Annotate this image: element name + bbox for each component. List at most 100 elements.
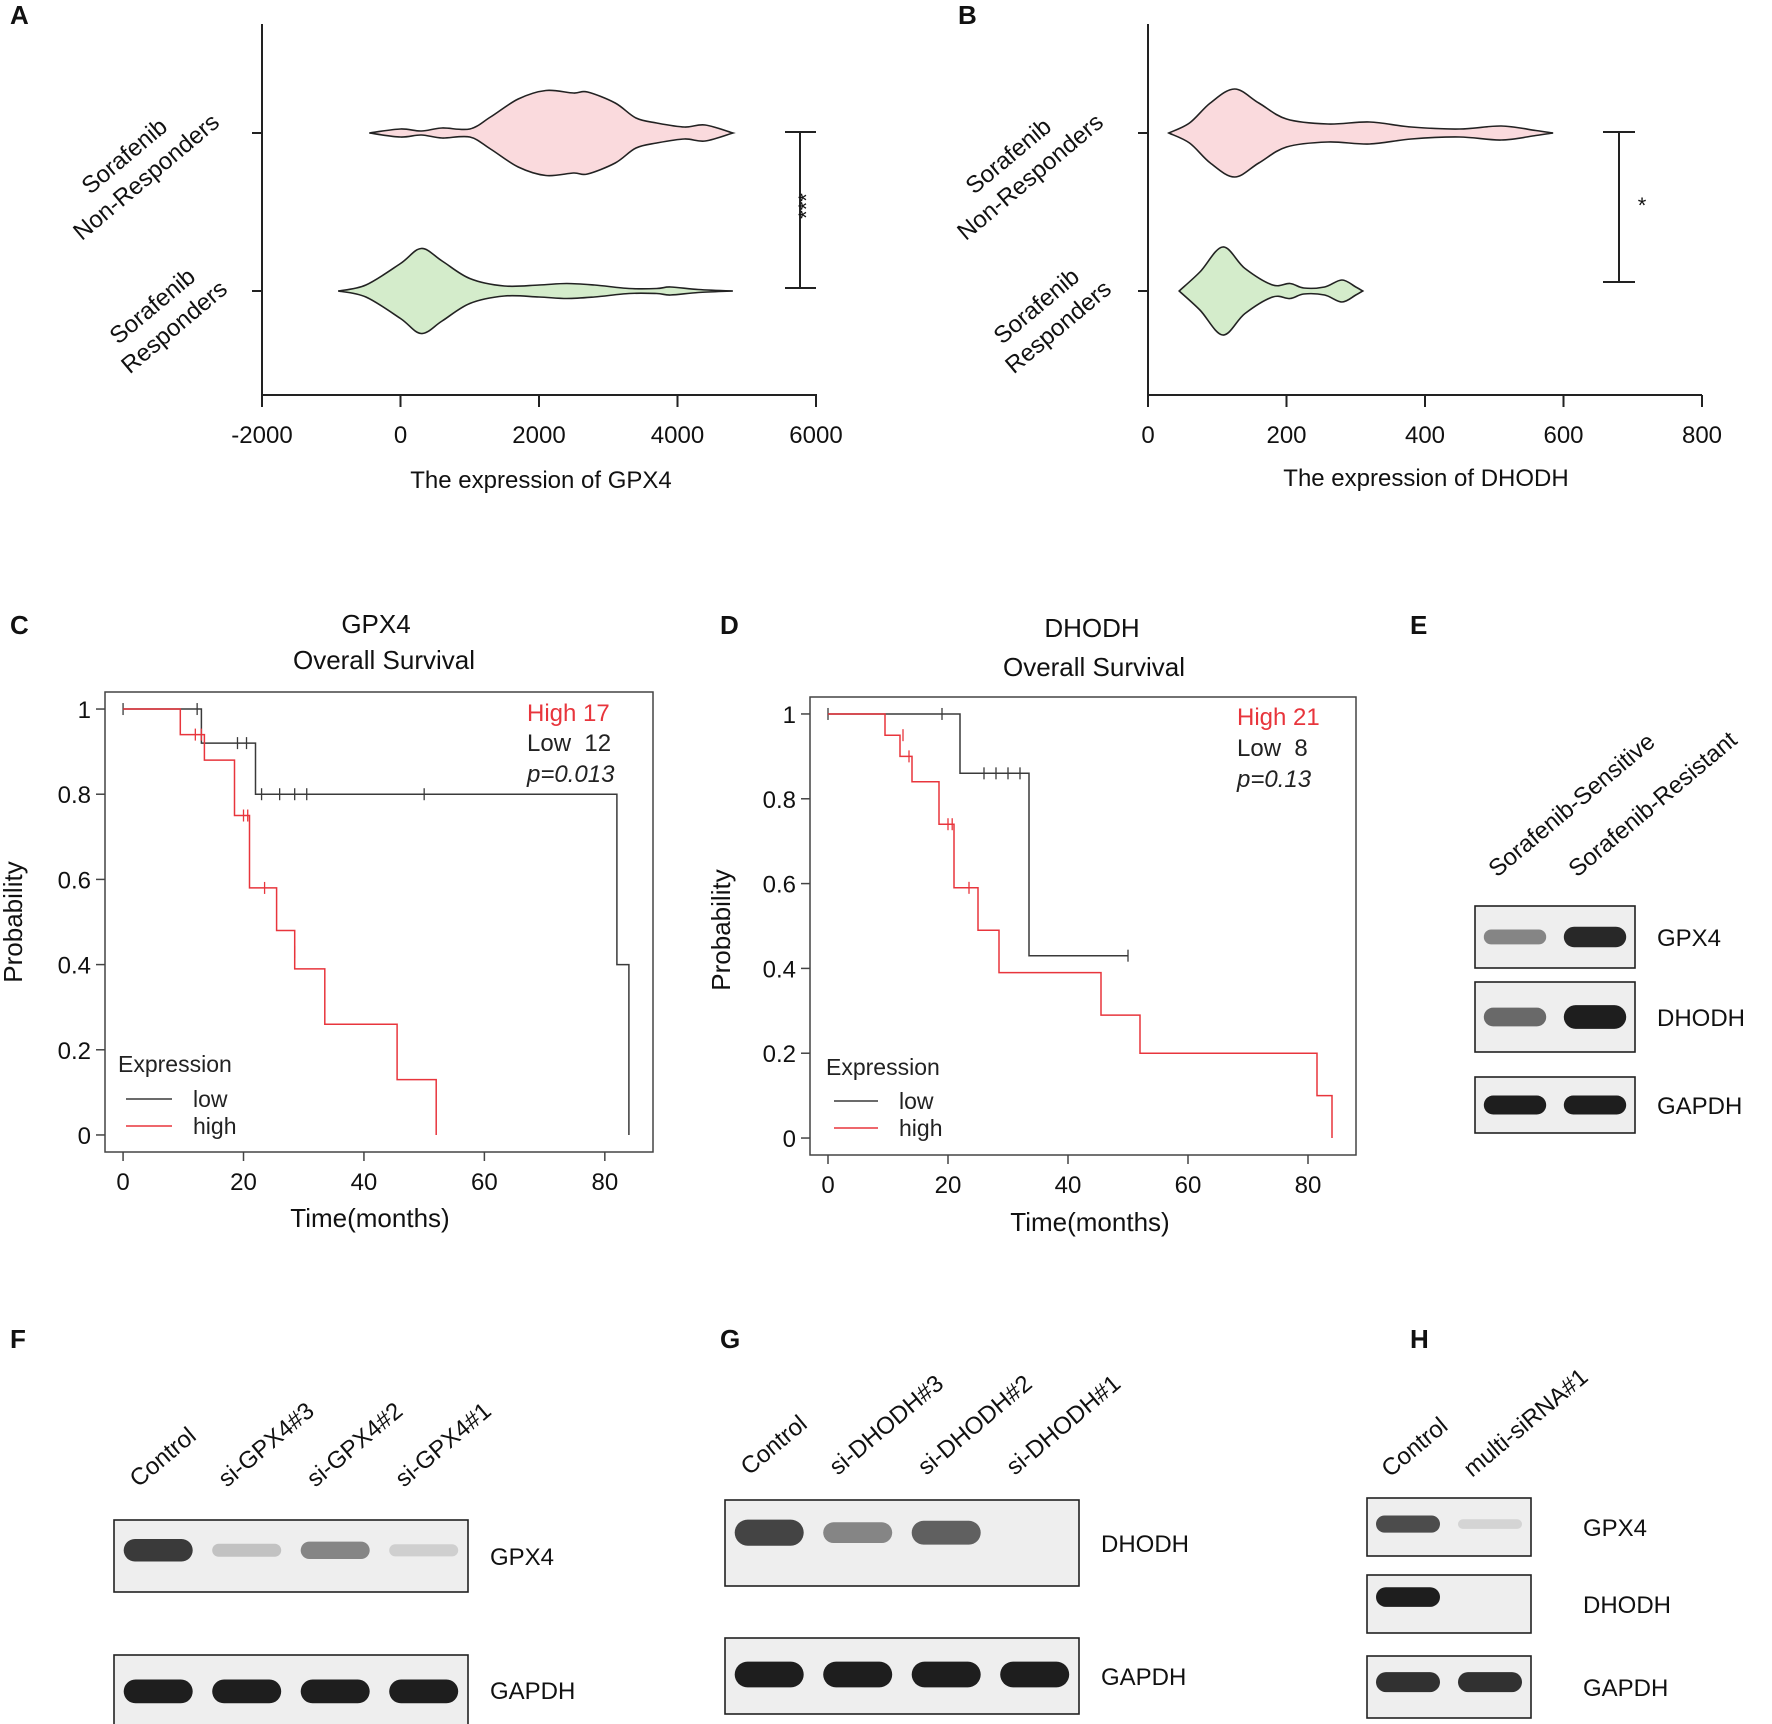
- survival-curve-high: [123, 708, 437, 1135]
- stats-low: Low 12: [527, 730, 611, 757]
- western-blot-g: Control si-DHODH#3si-DHODH#2si-DHODH#1DHO…: [724, 1370, 1189, 1715]
- row-label: DHODH: [1101, 1531, 1189, 1558]
- significance-bracket: [785, 131, 816, 289]
- lane-label: si-GPX4#1: [390, 1397, 496, 1492]
- y-tick-label: 0.4: [58, 953, 91, 980]
- km-chart-gpx4: GPX4 Overall Survival 0 20 40 60 80 0 0.2 0.4 0.…: [0, 609, 654, 1233]
- x-tick-label: 0: [394, 422, 407, 449]
- row-label: DHODH: [1583, 1592, 1671, 1619]
- blot-band: [1376, 1672, 1440, 1693]
- stats-high: High 17: [527, 700, 610, 727]
- blot-band: [911, 1520, 981, 1545]
- blot-band: [1483, 929, 1547, 945]
- lane-label: Control: [125, 1422, 202, 1492]
- stats-high: High 21: [1237, 704, 1320, 731]
- y-axis-label: Probability: [0, 861, 28, 982]
- y-tick-label: 0: [78, 1123, 91, 1150]
- blot-band: [300, 1679, 370, 1704]
- x-tick-label: 400: [1405, 422, 1445, 449]
- km-chart-dhodh: DHODH Overall Survival 0 20 40 60 80 0 0.2 0.4 0…: [706, 613, 1357, 1237]
- blot-band: [1458, 1672, 1522, 1693]
- lane-label: multi-siRNA#1: [1459, 1363, 1594, 1482]
- significance-bracket: [1603, 131, 1635, 283]
- blot-band: [1000, 1661, 1070, 1688]
- x-tick-label: 2000: [512, 422, 565, 449]
- survival-curve-low: [123, 708, 630, 1135]
- survival-curve-high: [828, 713, 1333, 1138]
- x-axis-label: The expression of DHODH: [1283, 465, 1568, 492]
- western-blot-e: Sorafenib-SensitiveSorafenib-ResistantGP…: [1474, 726, 1745, 1134]
- violin-shape-pink: [369, 89, 736, 177]
- blot-band: [734, 1519, 804, 1546]
- chart-title: GPX4: [341, 609, 410, 639]
- violin-shape-green: [338, 247, 733, 335]
- blot-band: [389, 1679, 459, 1704]
- x-tick-label: 600: [1543, 422, 1583, 449]
- panel-letter-b: B: [958, 0, 977, 30]
- violin-chart-dhodh: 0 200 400 600 800 The expression of DHODH So…: [952, 24, 1722, 492]
- blot-band: [389, 1544, 459, 1557]
- panel-letter-a: A: [10, 0, 29, 30]
- svg-text:Sorafenib Responders: Sorafenib Responders: [97, 252, 233, 379]
- svg-text:Sorafenib Responders: Sorafenib Responders: [981, 252, 1117, 379]
- y-tick-label: 0.8: [763, 787, 796, 814]
- plot-frame: [809, 696, 1357, 1156]
- legend-title: Expression: [118, 1051, 232, 1077]
- x-tick-label: 60: [471, 1169, 498, 1196]
- x-tick-label: 80: [1295, 1172, 1322, 1199]
- x-tick-label: 80: [591, 1169, 618, 1196]
- significance-label: ***: [794, 193, 819, 219]
- legend-title: Expression: [826, 1054, 940, 1080]
- y-tick-label: 0.6: [58, 867, 91, 894]
- violin-chart-gpx4: -2000 0 2000 4000 6000 The expression of GPX…: [68, 24, 843, 494]
- western-blot-h: Control multi-siRNA#1 GPX4 DHODH GAPDH: [1366, 1363, 1671, 1719]
- panel-letter-d: D: [720, 610, 739, 640]
- stats-p-value: p=0.13: [1236, 766, 1312, 793]
- chart-title: DHODH: [1044, 613, 1139, 643]
- row-label: GAPDH: [1583, 1675, 1668, 1702]
- x-tick-label: 0: [1141, 422, 1154, 449]
- row-label: DHODH: [1657, 1005, 1745, 1032]
- panel-letter-c: C: [10, 610, 29, 640]
- x-axis-label: Time(months): [1010, 1207, 1169, 1237]
- legend-label-low: low: [193, 1086, 228, 1112]
- western-blot-f: Control si-GPX4#3si-GPX4#2si-GPX4#1 GPX4 GA…: [113, 1397, 575, 1724]
- row-label: GPX4: [1657, 925, 1721, 952]
- legend-label-low: low: [899, 1088, 934, 1114]
- lane-label: si-GPX4#3: [213, 1397, 319, 1492]
- blot-band: [911, 1661, 981, 1688]
- y-tick-label: 0.4: [763, 956, 796, 983]
- blot-band: [1563, 926, 1627, 948]
- significance-label: *: [1638, 193, 1647, 218]
- legend-label-high: high: [899, 1115, 942, 1141]
- y-tick-label: 0.2: [58, 1038, 91, 1065]
- x-axis-label: Time(months): [290, 1203, 449, 1233]
- blot-band: [1563, 1005, 1627, 1029]
- y-tick-label: 1: [78, 697, 91, 724]
- violin-shape-pink: [1167, 88, 1554, 178]
- row-label: GPX4: [490, 1544, 554, 1571]
- x-tick-label: 0: [821, 1172, 834, 1199]
- y-tick-label: 1: [783, 702, 796, 729]
- x-tick-label: 20: [230, 1169, 257, 1196]
- chart-subtitle: Overall Survival: [1003, 652, 1185, 682]
- y-tick-label: 0.8: [58, 782, 91, 809]
- panel-letter-g: G: [720, 1324, 740, 1354]
- x-tick-label: 4000: [651, 422, 704, 449]
- chart-subtitle: Overall Survival: [293, 645, 475, 675]
- lane-label: si-GPX4#2: [302, 1397, 408, 1492]
- x-tick-label: 40: [351, 1169, 378, 1196]
- y-tick-label: 0: [783, 1126, 796, 1153]
- blot-band: [212, 1543, 282, 1557]
- row-label: GAPDH: [1101, 1664, 1186, 1691]
- blot-band: [823, 1661, 893, 1688]
- stats-low: Low 8: [1237, 735, 1308, 762]
- x-tick-label: 6000: [789, 422, 842, 449]
- survival-curve-low: [828, 713, 1128, 957]
- panel-letter-h: H: [1410, 1324, 1429, 1354]
- plot-frame: [104, 691, 654, 1153]
- blot-band: [1483, 1095, 1547, 1115]
- x-tick-label: -2000: [231, 422, 292, 449]
- lane-label: Control: [736, 1410, 813, 1480]
